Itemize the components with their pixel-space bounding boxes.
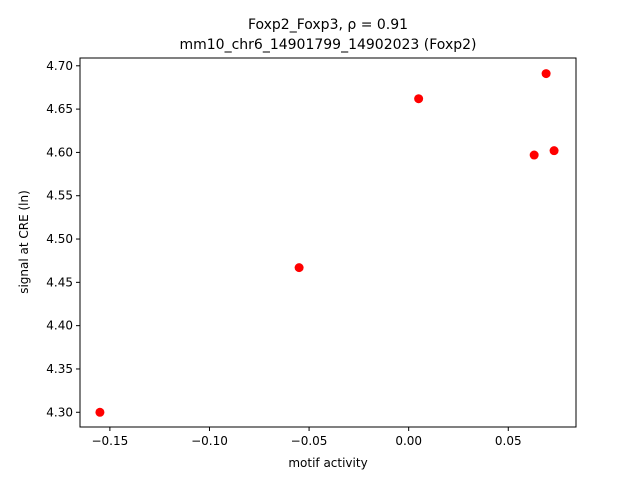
plot-frame: [79, 57, 577, 428]
y-tick-label: 4.70: [46, 59, 73, 73]
chart-title-line2: mm10_chr6_14901799_14902023 (Foxp2): [180, 37, 477, 53]
x-tick-label: 0.00: [395, 434, 422, 448]
y-axis-ticks: 4.30 4.35 4.40 4.45 4.50 4.55 4.60 4.65 4.70: [46, 59, 80, 419]
y-tick-label: 4.50: [46, 232, 73, 246]
data-point: [294, 263, 304, 273]
data-point: [529, 150, 539, 160]
data-point: [549, 146, 559, 156]
x-tick-label: −0.15: [91, 434, 128, 448]
y-tick-label: 4.30: [46, 405, 73, 419]
data-point: [541, 69, 551, 79]
data-point: [414, 94, 424, 104]
data-point: [95, 407, 105, 417]
x-axis-ticks: −0.15 −0.10 −0.05 0.00 0.05: [91, 427, 522, 448]
x-tick-label: −0.10: [191, 434, 228, 448]
y-tick-label: 4.55: [46, 189, 73, 203]
x-tick-label: 0.05: [495, 434, 522, 448]
x-axis-label: motif activity: [288, 456, 367, 470]
y-axis-label: signal at CRE (ln): [17, 190, 31, 294]
y-tick-label: 4.60: [46, 145, 73, 159]
data-points: [95, 69, 559, 417]
y-tick-label: 4.35: [46, 362, 73, 376]
x-tick-label: −0.05: [291, 434, 328, 448]
y-tick-label: 4.40: [46, 319, 73, 333]
chart-title-line1: Foxp2_Foxp3, ρ = 0.91: [248, 17, 408, 33]
y-tick-label: 4.65: [46, 102, 73, 116]
y-tick-label: 4.45: [46, 275, 73, 289]
